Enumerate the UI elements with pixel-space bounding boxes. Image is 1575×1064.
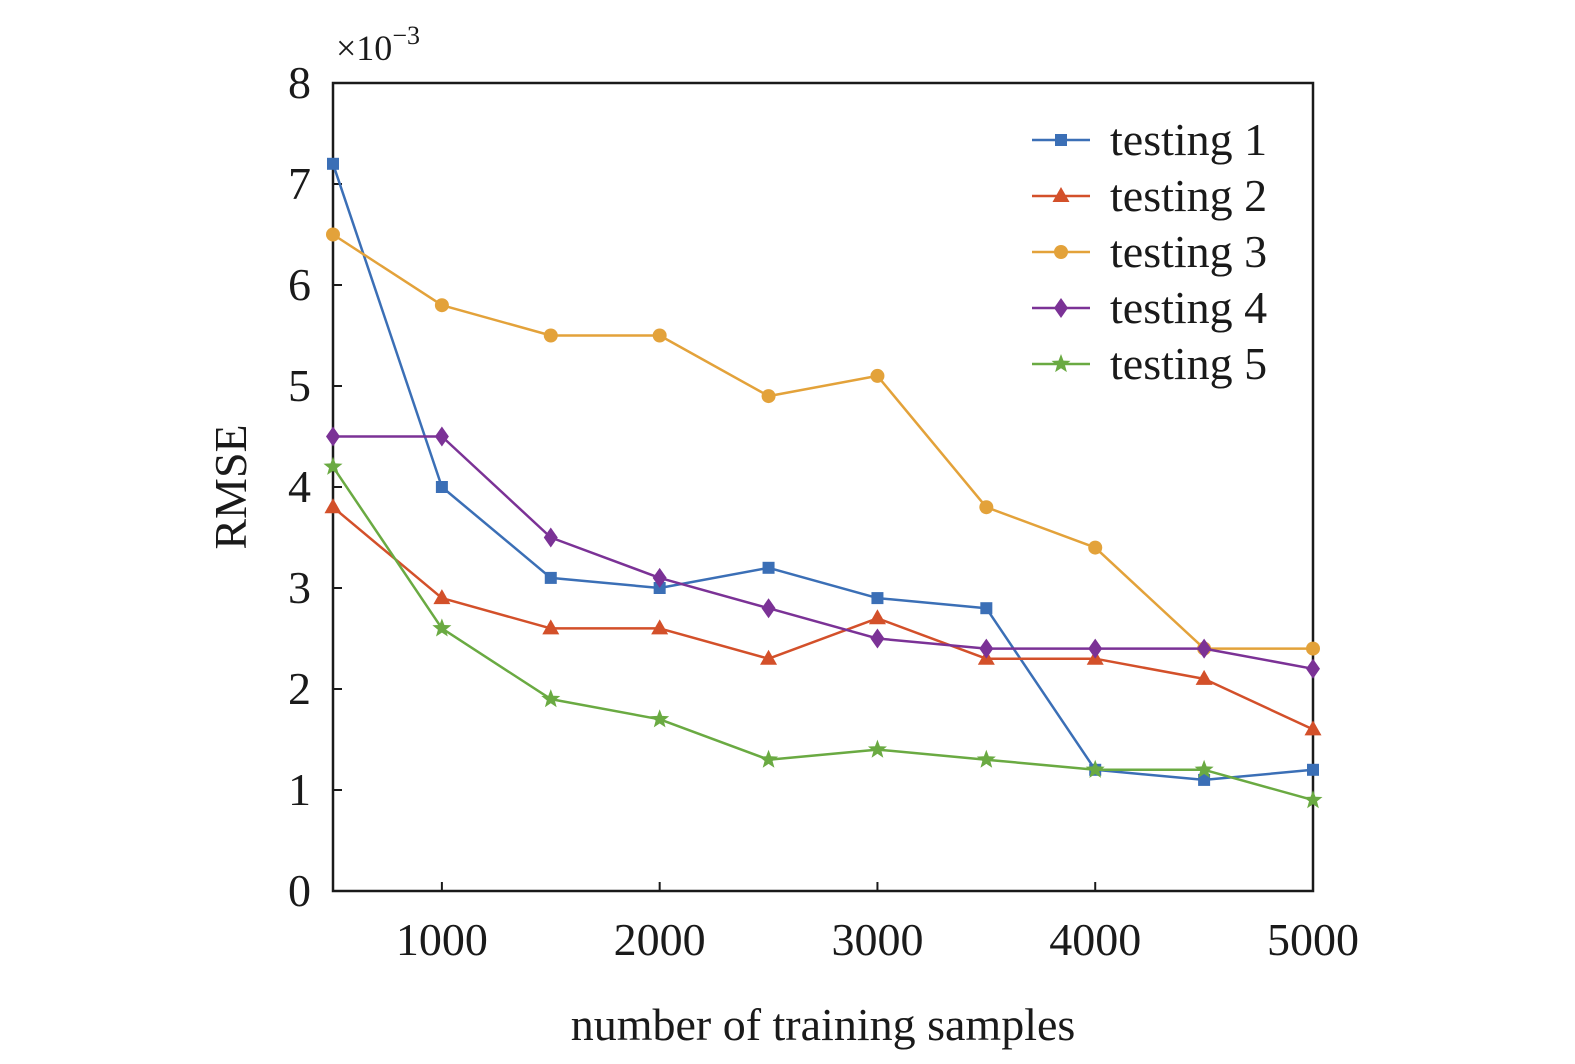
series-2 (324, 498, 1322, 736)
data-point (1195, 669, 1213, 685)
x-tick-label: 1000 (396, 914, 488, 965)
y-tick-label: 7 (288, 158, 311, 209)
data-point (1085, 759, 1105, 778)
data-point (868, 609, 886, 625)
y-tick-label: 4 (288, 461, 311, 512)
data-point (1306, 658, 1320, 679)
y-axis: 0 1 2 3 4 5 6 7 8 (288, 57, 342, 916)
y-axis-title: RMSE (205, 424, 256, 549)
y-tick-label: 2 (288, 663, 311, 714)
y-tick-label: 5 (288, 360, 311, 411)
series-layer (323, 157, 1323, 809)
data-point (1306, 641, 1320, 656)
data-point (652, 567, 667, 588)
data-point (324, 498, 342, 514)
data-point (1303, 790, 1323, 809)
data-point (1088, 638, 1103, 659)
data-point (432, 618, 452, 637)
data-point (760, 649, 778, 665)
data-point (1194, 759, 1214, 778)
data-point (544, 571, 557, 584)
data-point (653, 582, 666, 594)
legend-marker (1055, 134, 1067, 146)
y-tick-label: 3 (288, 562, 311, 613)
data-point (433, 589, 451, 605)
x-axis: 1000 2000 3000 4000 5000 (396, 882, 1359, 965)
data-point (1088, 540, 1103, 555)
x-tick-label: 3000 (831, 914, 923, 965)
y-scale-exponent: −3 (392, 21, 420, 50)
legend-label: testing 1 (1110, 114, 1267, 165)
data-point (1198, 773, 1211, 786)
data-point (543, 328, 558, 343)
legend-marker (1051, 354, 1071, 373)
y-tick-label: 8 (288, 57, 311, 108)
data-point (652, 328, 667, 343)
legend-item: testing 5 (1032, 338, 1267, 389)
y-scale-base: ×10 (336, 28, 392, 68)
y-tick-label: 0 (288, 865, 311, 916)
y-tick-label: 1 (288, 764, 311, 815)
data-point (1304, 720, 1322, 736)
data-point (434, 298, 449, 313)
data-point (326, 426, 340, 447)
legend-marker (1054, 298, 1068, 318)
data-point (867, 739, 887, 758)
series-line (332, 506, 1314, 731)
series-line (332, 233, 1313, 650)
data-point (762, 561, 775, 574)
x-tick-label: 5000 (1267, 914, 1359, 965)
legend-item: testing 3 (1032, 226, 1267, 277)
data-point (976, 749, 996, 768)
data-point (759, 749, 779, 768)
data-point (541, 689, 561, 708)
data-point (435, 481, 448, 493)
data-point (327, 157, 339, 170)
legend-label: testing 4 (1110, 282, 1267, 333)
series-1 (327, 157, 1319, 786)
data-point (543, 527, 558, 548)
legend-item: testing 2 (1032, 170, 1267, 221)
data-point (1307, 763, 1319, 776)
y-scale-multiplier: ×10−3 (336, 21, 420, 68)
legend-marker (1052, 187, 1070, 202)
data-point (542, 619, 560, 635)
data-point (434, 426, 449, 447)
series-line (331, 466, 1314, 802)
series-line (333, 435, 1314, 671)
series-line (331, 163, 1314, 782)
data-point (980, 602, 993, 615)
data-point (651, 619, 669, 635)
x-axis-title: number of training samples (571, 999, 1076, 1050)
data-point (650, 709, 670, 728)
data-point (323, 456, 343, 475)
y-tick-label: 6 (288, 259, 311, 310)
series-5 (323, 456, 1323, 809)
data-point (870, 628, 885, 649)
legend-marker (1054, 245, 1068, 259)
x-tick-label: 4000 (1049, 914, 1141, 965)
x-tick-label: 2000 (614, 914, 706, 965)
legend-label: testing 5 (1110, 338, 1267, 389)
data-point (761, 598, 776, 619)
legend-label: testing 2 (1110, 170, 1267, 221)
legend-item: testing 1 (1032, 114, 1267, 165)
data-point (979, 500, 994, 515)
data-point (871, 592, 884, 605)
data-point (979, 638, 994, 659)
data-point (870, 368, 885, 383)
legend-label: testing 3 (1110, 226, 1267, 277)
data-point (326, 227, 340, 242)
data-point (1197, 638, 1212, 659)
legend-item: testing 4 (1032, 282, 1267, 333)
series-4 (326, 426, 1320, 679)
data-point (761, 389, 776, 404)
